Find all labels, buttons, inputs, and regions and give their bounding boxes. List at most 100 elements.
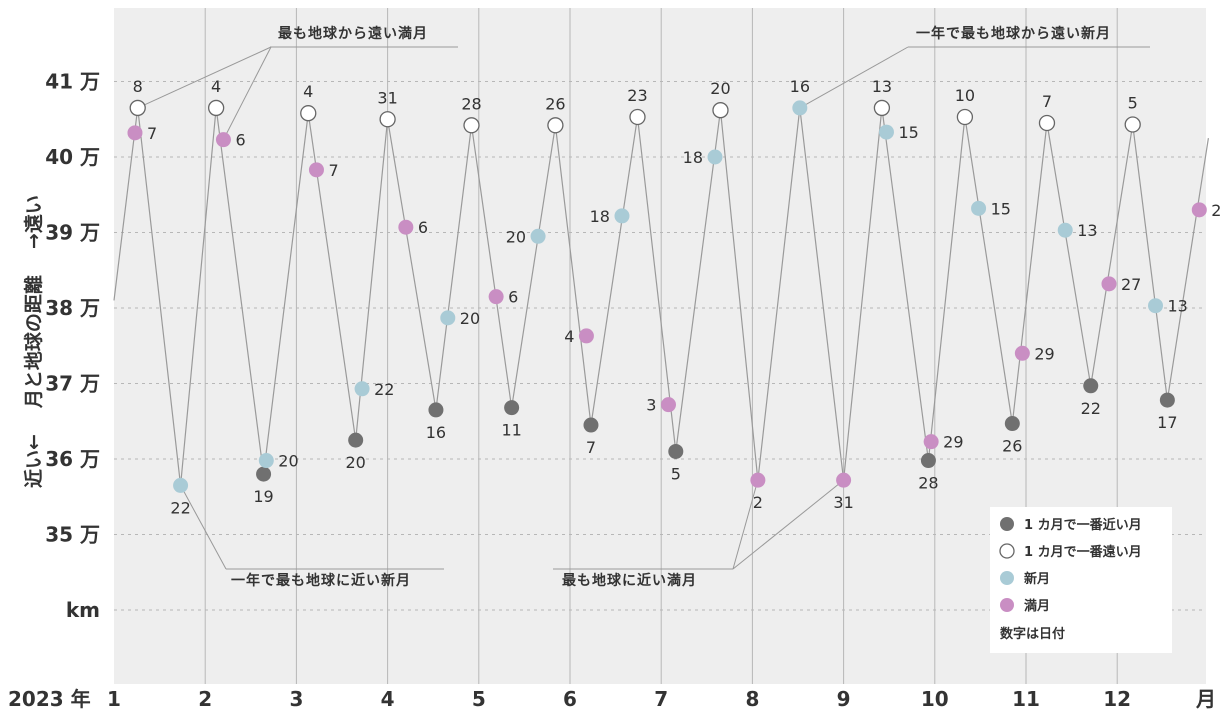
date-label: 15 (991, 199, 1011, 218)
y-tick-label: 41 万 (45, 70, 100, 94)
extreme-far-marker (547, 117, 564, 134)
date-label: 20 (460, 309, 480, 328)
legend-marker-full (1000, 598, 1014, 612)
legend-label: 1 カ月で一番近い月 (1024, 517, 1142, 533)
phase-full-marker (488, 289, 504, 305)
extreme-far-marker (956, 108, 974, 126)
extreme-far-marker (129, 99, 146, 117)
date-label: 4 (564, 327, 574, 346)
annotation-leader (799, 46, 909, 109)
date-label: 6 (235, 131, 245, 150)
annotation-leader (732, 480, 759, 570)
y-tick-label: 37 万 (45, 372, 100, 396)
extreme-near-marker (1004, 416, 1020, 432)
extreme-near-marker (920, 453, 936, 469)
date-label: 26 (1002, 437, 1022, 456)
date-label: 20 (278, 452, 298, 471)
extreme-far-marker (629, 108, 646, 126)
date-label: 13 (1077, 221, 1097, 240)
extreme-near-marker (583, 417, 599, 433)
date-label: 22 (1081, 399, 1101, 418)
phase-full-marker (1191, 202, 1207, 218)
date-label: 4 (303, 82, 313, 101)
extreme-far-marker (1124, 116, 1141, 133)
distance-line (113, 107, 1209, 486)
y-tick-label: 36 万 (45, 447, 100, 471)
extreme-far-marker (207, 99, 225, 117)
x-tick-label: 1 (107, 687, 121, 711)
phase-new-marker (1057, 222, 1073, 238)
x-tick-label: 6 (563, 687, 577, 711)
date-label: 7 (328, 161, 338, 180)
date-label: 29 (1034, 344, 1054, 363)
x-tick-label: 12 (1103, 687, 1131, 711)
x-tick-label: 10 (921, 687, 949, 711)
y-tick-label: 39 万 (45, 221, 100, 245)
extreme-far-marker (379, 111, 396, 128)
extreme-near-marker (1159, 392, 1175, 408)
extreme-near-marker (348, 432, 364, 448)
extreme-far-marker (873, 99, 891, 117)
annotation-leader (180, 485, 227, 570)
phase-full-marker (308, 162, 324, 178)
date-label: 27 (1211, 201, 1221, 220)
date-label: 18 (590, 207, 610, 226)
date-label: 10 (955, 86, 975, 105)
x-tick-label: 7 (654, 687, 668, 711)
annotation-label: 最も地球に近い満月 (562, 572, 697, 589)
date-label: 16 (790, 77, 810, 96)
date-label: 28 (461, 94, 481, 113)
date-label: 27 (1121, 275, 1141, 294)
phase-new-marker (440, 310, 456, 326)
phase-new-marker (258, 453, 274, 469)
annotation-leader (732, 479, 844, 570)
legend-marker-new (1000, 571, 1014, 585)
x-tick-label: 11 (1012, 687, 1040, 711)
phase-new-marker (878, 124, 894, 140)
y-axis-main: 月と地球の距離 (22, 275, 45, 409)
phase-new-marker (971, 200, 987, 216)
date-label: 2 (753, 493, 763, 512)
extreme-near-marker (256, 466, 272, 482)
date-label: 31 (377, 88, 397, 107)
y-tick-label: km (66, 598, 100, 622)
date-label: 5 (671, 464, 681, 483)
extreme-near-marker (428, 402, 444, 418)
date-label: 8 (133, 77, 143, 96)
date-label: 18 (683, 148, 703, 167)
date-label: 20 (506, 227, 526, 246)
date-label: 6 (508, 288, 518, 307)
date-label: 20 (346, 453, 366, 472)
date-label: 13 (1168, 297, 1188, 316)
date-label: 11 (501, 421, 521, 440)
date-label: 22 (170, 498, 190, 517)
y-tick-label: 38 万 (45, 296, 100, 320)
phase-full-marker (215, 132, 231, 148)
extreme-new-marker (792, 100, 808, 116)
x-tick-label: 3 (289, 687, 303, 711)
phase-new-marker (530, 228, 546, 244)
date-label: 15 (898, 123, 918, 142)
x-tick-label: 8 (745, 687, 759, 711)
x-tick-label: 4 (381, 687, 395, 711)
legend-label: 1 カ月で一番遠い月 (1024, 544, 1142, 560)
date-label: 3 (646, 396, 656, 415)
y-axis-title: 近い← 月と地球の距離 →遠い (22, 195, 45, 488)
date-label: 6 (418, 218, 428, 237)
phase-new-marker (354, 381, 370, 397)
y-axis-far: →遠い (23, 195, 45, 249)
legend-marker-near (1000, 517, 1014, 531)
extreme-near-marker (1083, 378, 1099, 394)
y-tick-label: 40 万 (45, 145, 100, 169)
extreme-far-marker (712, 102, 729, 119)
phase-full-marker (660, 397, 676, 413)
date-label: 19 (253, 487, 273, 506)
legend-note: 数字は日付 (1000, 626, 1065, 642)
extreme-new-marker (173, 477, 189, 493)
annotation-leader (222, 46, 272, 140)
date-label: 29 (943, 433, 963, 452)
date-label: 23 (627, 86, 647, 105)
phase-new-marker (614, 208, 630, 224)
legend-label: 満月 (1024, 598, 1050, 614)
